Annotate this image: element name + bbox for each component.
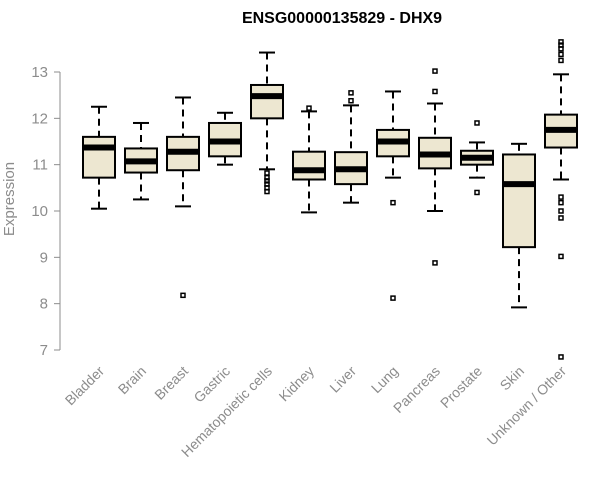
- x-tick-label: Brain: [115, 363, 149, 397]
- outlier-point: [390, 295, 396, 301]
- outlier-point: [432, 68, 438, 74]
- outlier-point: [558, 253, 564, 260]
- x-tick-label: Breast: [151, 363, 191, 403]
- outlier-point: [432, 88, 438, 95]
- y-tick-label: 9: [40, 249, 48, 266]
- iqr-box: [82, 135, 116, 179]
- x-tick-label: Prostate: [437, 363, 485, 411]
- box-brain: [124, 121, 158, 201]
- x-tick-label: Skin: [497, 363, 528, 394]
- y-tick-label: 13: [31, 64, 48, 81]
- boxes-group: [82, 39, 578, 360]
- iqr-box: [250, 83, 284, 120]
- outlier-point: [348, 90, 354, 96]
- y-tick-label: 11: [32, 157, 48, 174]
- outlier-point: [180, 292, 186, 299]
- x-tick-label: Bladder: [62, 363, 108, 409]
- outlier-point: [264, 181, 270, 187]
- box-skin: [502, 142, 536, 309]
- outlier-point: [390, 199, 396, 206]
- outlier-point: [348, 97, 354, 104]
- outlier-point: [558, 194, 564, 200]
- outlier-point: [558, 199, 564, 206]
- outlier-point: [558, 42, 564, 48]
- box-gastric: [208, 111, 242, 166]
- box-breast: [166, 96, 200, 299]
- iqr-box: [502, 153, 536, 249]
- outlier-point: [264, 178, 270, 184]
- outlier-point: [432, 260, 438, 266]
- outlier-point: [264, 170, 270, 176]
- y-axis-label: Expression: [1, 162, 18, 236]
- outlier-point: [306, 105, 312, 111]
- chart-title: ENSG00000135829 - DHX9: [242, 10, 442, 27]
- y-tick-label: 8: [40, 296, 48, 313]
- outlier-point: [474, 120, 480, 126]
- x-tick-label: Liver: [326, 363, 359, 396]
- outlier-point: [558, 57, 564, 64]
- outlier-point: [558, 354, 564, 360]
- box-lung: [376, 90, 410, 301]
- outlier-point: [558, 208, 564, 214]
- x-tick-label: Pancreas: [390, 363, 443, 416]
- iqr-box: [292, 150, 326, 181]
- x-tick-label: Kidney: [276, 363, 318, 405]
- y-tick-label: 10: [31, 203, 48, 220]
- y-tick-label: 7: [40, 342, 48, 359]
- box-kidney: [292, 105, 326, 214]
- outlier-point: [558, 39, 564, 45]
- x-tick-label: Unknown / Other: [484, 363, 570, 449]
- y-axis: 7 8 9 10 11 12 13: [31, 64, 61, 359]
- box-hematopoietic-cells: [250, 51, 284, 195]
- box-liver: [334, 90, 368, 204]
- outlier-point: [264, 174, 270, 181]
- x-tick-label: Lung: [368, 363, 401, 396]
- outlier-point: [558, 215, 564, 221]
- box-pancreas: [418, 68, 452, 266]
- outlier-point: [474, 189, 480, 196]
- outlier-point: [558, 51, 564, 58]
- box-unknown-other: [544, 39, 578, 360]
- box-bladder: [82, 105, 116, 210]
- y-tick-label: 12: [31, 110, 48, 127]
- box-prostate: [460, 120, 494, 196]
